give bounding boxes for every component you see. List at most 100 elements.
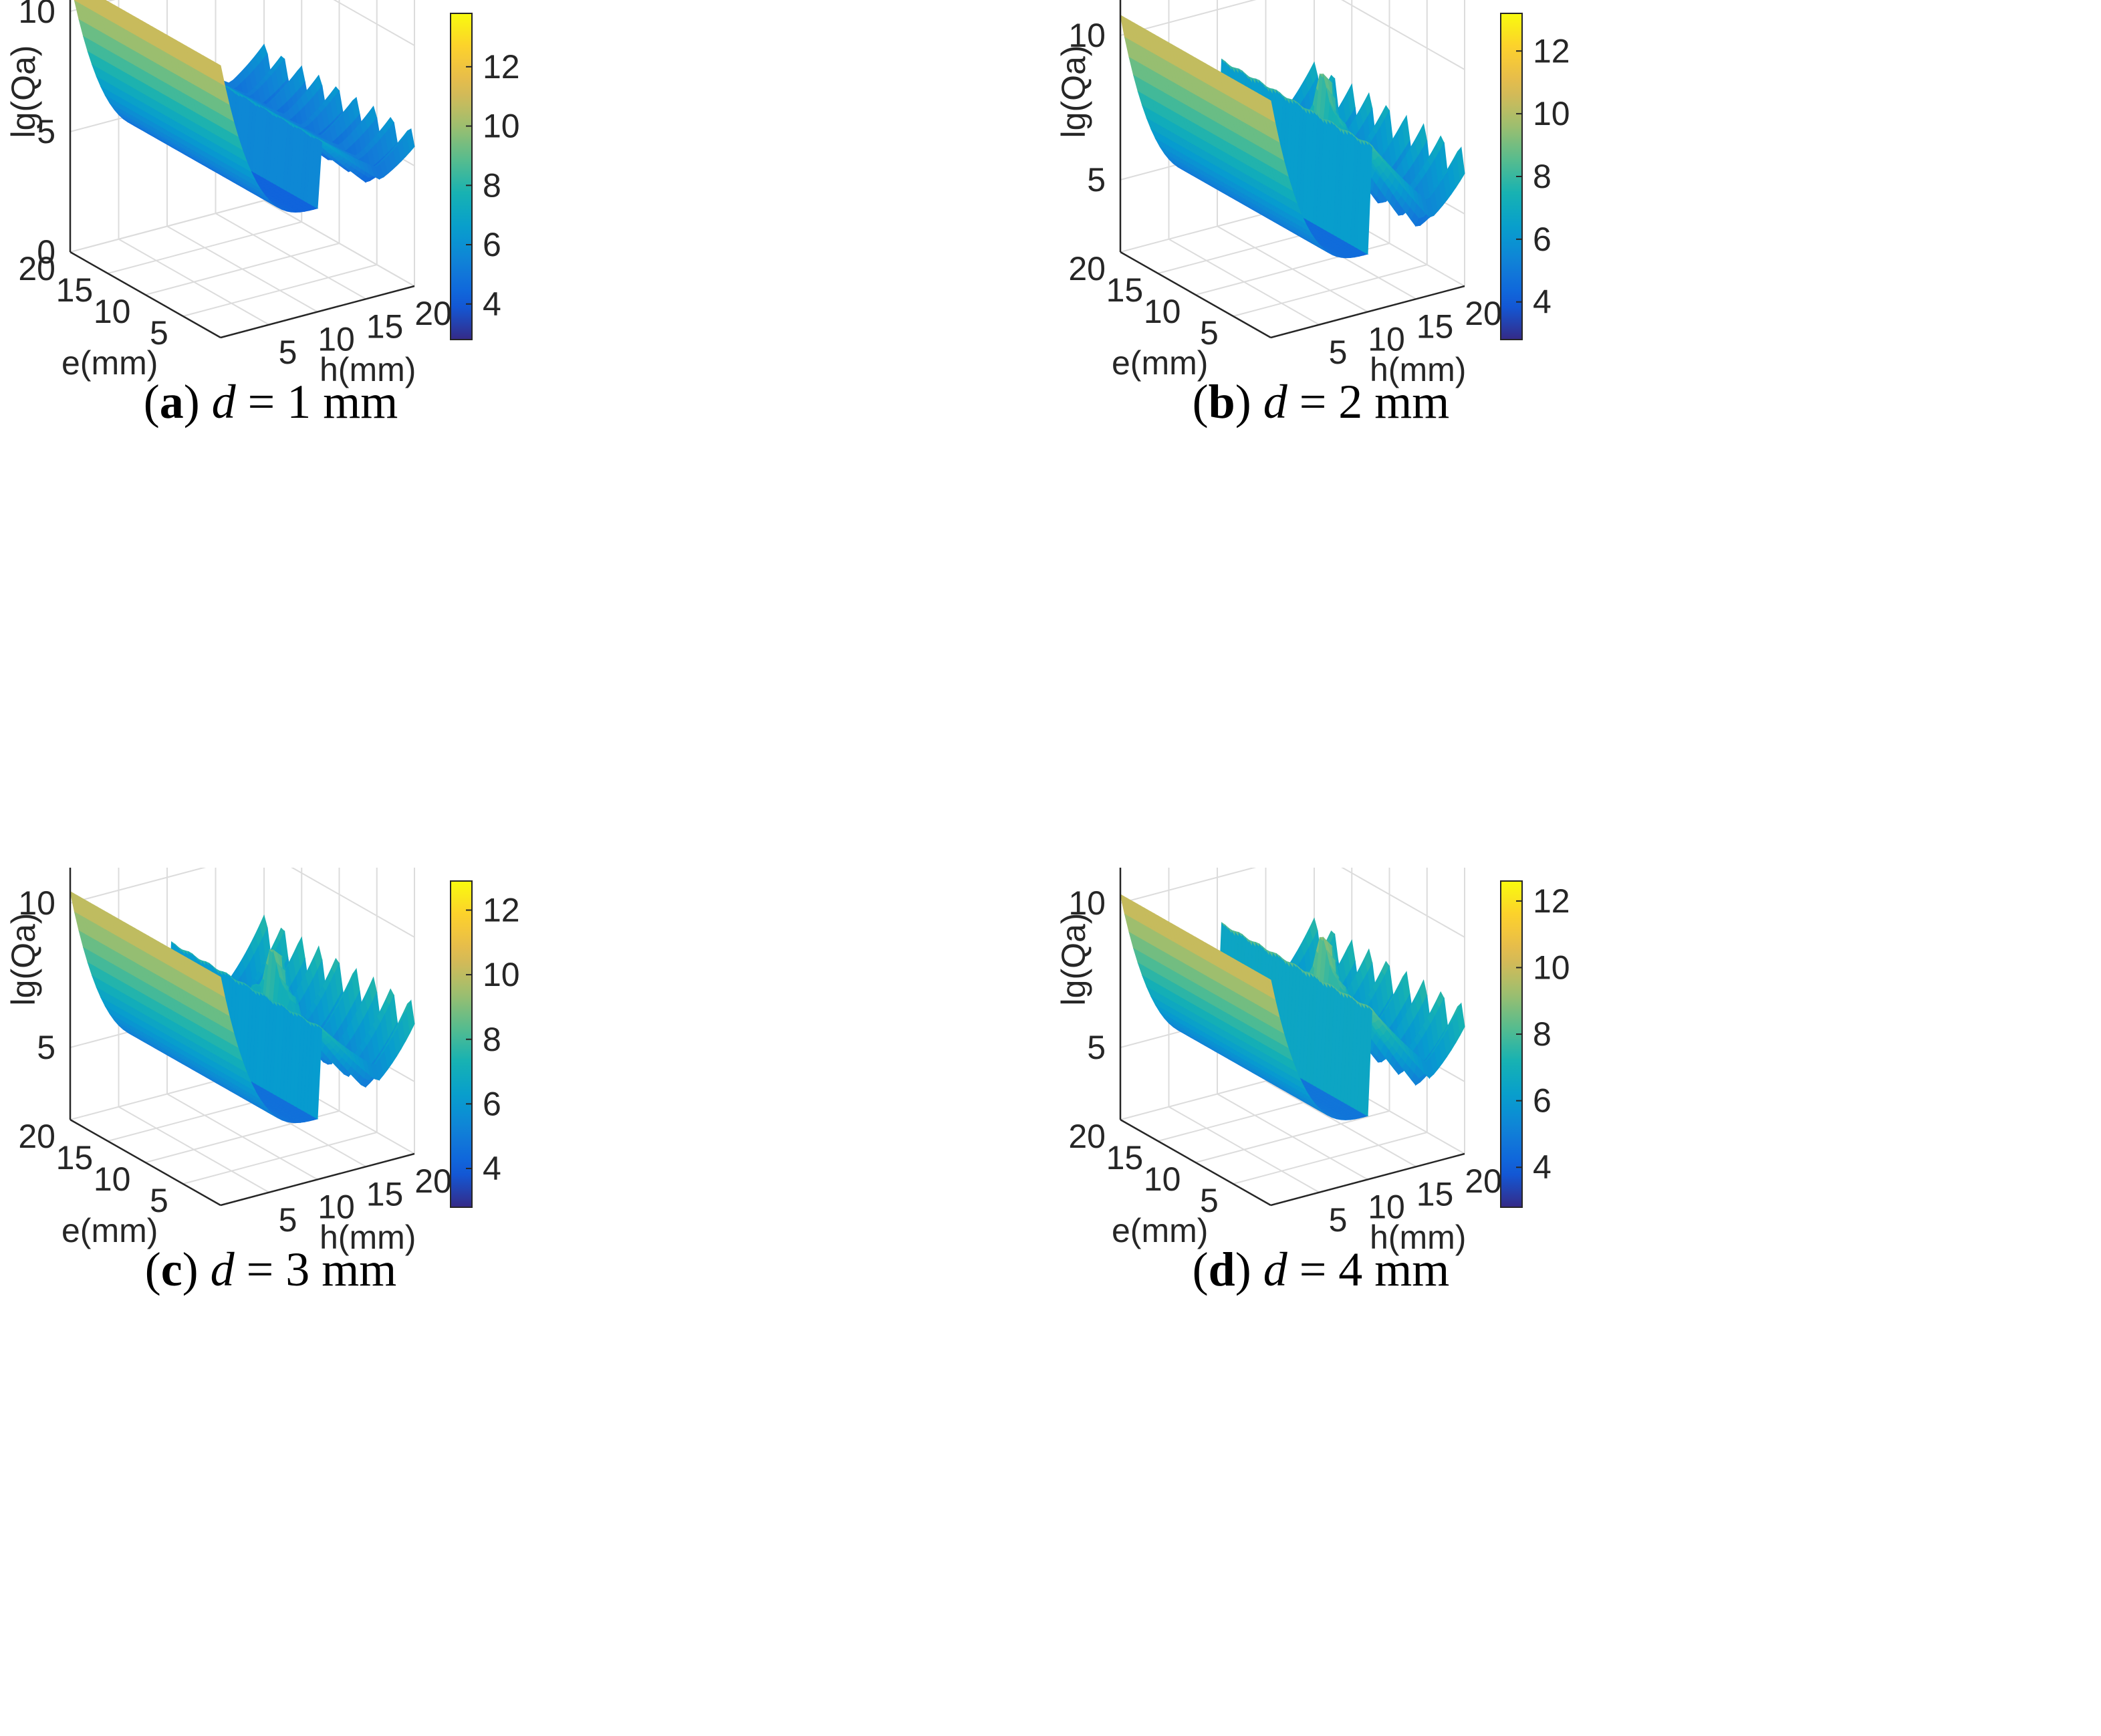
e-axis-line bbox=[1120, 1118, 1271, 1207]
z-tick-label: 5 bbox=[1087, 161, 1106, 199]
z-axis-label: lg(Qa) bbox=[1055, 45, 1092, 138]
e-axis-line bbox=[70, 251, 221, 339]
colorbar-tick-label: 6 bbox=[1533, 1082, 1552, 1120]
h-tick-label: 15 bbox=[366, 307, 404, 345]
h-tick-label: 10 bbox=[318, 1189, 355, 1226]
h-tick-label: 15 bbox=[366, 1175, 404, 1213]
colorbar-tick-label: 10 bbox=[1533, 95, 1570, 132]
colorbar-tick-label: 8 bbox=[1533, 1015, 1552, 1053]
h-tick-label: 5 bbox=[279, 1201, 297, 1239]
e-tick-label: 5 bbox=[150, 1182, 168, 1219]
colorbar-tick-label: 10 bbox=[483, 108, 520, 145]
e-tick-label: 15 bbox=[56, 271, 94, 309]
colorbar-tick-label: 4 bbox=[1533, 1148, 1552, 1186]
e-axis-label: e(mm) bbox=[61, 1212, 158, 1249]
chart-panel-b: 5101551015205101520lg(Qa)e(mm)h(mm)46810… bbox=[1050, 0, 2100, 868]
z-tick-label: 10 bbox=[1068, 17, 1106, 54]
e-tick-label: 20 bbox=[18, 1118, 55, 1155]
axes bbox=[1119, 0, 1465, 339]
e-tick-label: 5 bbox=[1200, 1182, 1219, 1219]
e-tick-label: 20 bbox=[18, 250, 55, 287]
h-axis-line bbox=[1270, 285, 1465, 339]
e-tick-label: 5 bbox=[1200, 314, 1219, 352]
z-tick-label: 10 bbox=[18, 884, 55, 922]
e-axis-label: e(mm) bbox=[1112, 344, 1208, 382]
z-axis-label: lg(Qa) bbox=[5, 913, 42, 1006]
z-tick-label: 5 bbox=[1087, 1029, 1106, 1066]
colorbar-tick-label: 4 bbox=[1533, 283, 1552, 321]
e-axis-label: e(mm) bbox=[61, 344, 158, 382]
e-tick-label: 15 bbox=[56, 1139, 94, 1176]
colorbar bbox=[450, 13, 473, 340]
colorbar-tick-label: 8 bbox=[483, 1021, 501, 1058]
e-tick-label: 10 bbox=[94, 293, 131, 330]
colorbar-tick-label: 4 bbox=[483, 1150, 501, 1187]
z-axis-label: lg(Qa) bbox=[5, 45, 42, 138]
z-axis-label: lg(Qa) bbox=[1055, 913, 1092, 1006]
surface-plot-c: 5101551015205101520lg(Qa)e(mm)h(mm)46810… bbox=[5, 868, 520, 1296]
h-axis-label: h(mm) bbox=[320, 351, 416, 388]
colorbar-tick-label: 12 bbox=[1533, 32, 1570, 70]
z-tick-label: 5 bbox=[37, 113, 55, 150]
surface bbox=[1120, 894, 1465, 1120]
colorbar-tick-label: 12 bbox=[1533, 882, 1570, 920]
h-tick-label: 15 bbox=[1416, 307, 1454, 345]
colorbar-tick-label: 12 bbox=[483, 891, 520, 928]
surface bbox=[70, 890, 415, 1124]
e-tick-label: 10 bbox=[1144, 293, 1181, 330]
e-tick-label: 10 bbox=[1144, 1160, 1181, 1198]
h-tick-label: 10 bbox=[318, 321, 355, 358]
e-tick-label: 20 bbox=[1068, 1118, 1106, 1155]
colorbar-tick-label: 10 bbox=[483, 956, 520, 993]
colorbar-tick-label: 6 bbox=[483, 226, 501, 263]
h-tick-label: 20 bbox=[1465, 1162, 1502, 1200]
colorbar-tick-label: 6 bbox=[483, 1085, 501, 1122]
surface bbox=[74, 0, 415, 213]
colorbar bbox=[450, 880, 473, 1208]
surface-plot-b: 5101551015205101520lg(Qa)e(mm)h(mm)46810… bbox=[1055, 0, 1570, 428]
h-tick-label: 5 bbox=[279, 334, 297, 371]
axes bbox=[69, 0, 415, 339]
h-tick-label: 10 bbox=[1368, 1189, 1405, 1226]
z-tick-label: 0 bbox=[37, 233, 55, 271]
colorbar-tick-label: 4 bbox=[483, 285, 501, 323]
colorbar-tick-label: 8 bbox=[483, 166, 501, 204]
surface-plot-d: 5101551015205101520lg(Qa)e(mm)h(mm)46810… bbox=[1055, 868, 1570, 1296]
surface bbox=[1120, 14, 1465, 259]
colorbar-tick-label: 10 bbox=[1533, 949, 1570, 986]
h-axis-label: h(mm) bbox=[320, 1219, 416, 1256]
h-tick-label: 20 bbox=[414, 295, 452, 332]
h-axis-label: h(mm) bbox=[1370, 351, 1466, 388]
h-tick-label: 10 bbox=[1368, 321, 1405, 358]
h-tick-label: 5 bbox=[1329, 1201, 1348, 1239]
e-tick-label: 15 bbox=[1106, 271, 1144, 309]
e-tick-label: 10 bbox=[94, 1160, 131, 1198]
chart-panel-d: 5101551015205101520lg(Qa)e(mm)h(mm)46810… bbox=[1050, 868, 2100, 1735]
chart-panel-a: 05101551015205101520lg(Qa)e(mm)h(mm)4681… bbox=[0, 0, 1050, 868]
axes bbox=[1119, 868, 1465, 1207]
z-tick-label: 10 bbox=[18, 0, 55, 30]
e-axis-line bbox=[70, 1118, 221, 1207]
h-axis-line bbox=[220, 285, 415, 339]
h-tick-label: 15 bbox=[1416, 1175, 1454, 1213]
axes bbox=[69, 868, 415, 1207]
h-axis-line bbox=[220, 1152, 415, 1207]
panel-caption: (b) d = 2 mm bbox=[1193, 375, 1450, 428]
h-tick-label: 20 bbox=[414, 1162, 452, 1200]
colorbar-tick-label: 8 bbox=[1533, 158, 1552, 195]
e-tick-label: 5 bbox=[150, 314, 168, 352]
e-tick-label: 20 bbox=[1068, 250, 1106, 287]
h-axis-label: h(mm) bbox=[1370, 1219, 1466, 1256]
h-tick-label: 20 bbox=[1465, 295, 1502, 332]
panel-caption: (d) d = 4 mm bbox=[1193, 1243, 1450, 1296]
z-tick-label: 5 bbox=[37, 1029, 55, 1066]
surface-plot-a: 05101551015205101520lg(Qa)e(mm)h(mm)4681… bbox=[5, 0, 520, 428]
z-tick-label: 10 bbox=[1068, 884, 1106, 922]
h-axis-line bbox=[1270, 1152, 1465, 1207]
h-tick-label: 5 bbox=[1329, 334, 1348, 371]
colorbar bbox=[1500, 880, 1523, 1208]
e-axis-line bbox=[1120, 251, 1271, 339]
e-tick-label: 15 bbox=[1106, 1139, 1144, 1176]
chart-panel-c: 5101551015205101520lg(Qa)e(mm)h(mm)46810… bbox=[0, 868, 1050, 1735]
